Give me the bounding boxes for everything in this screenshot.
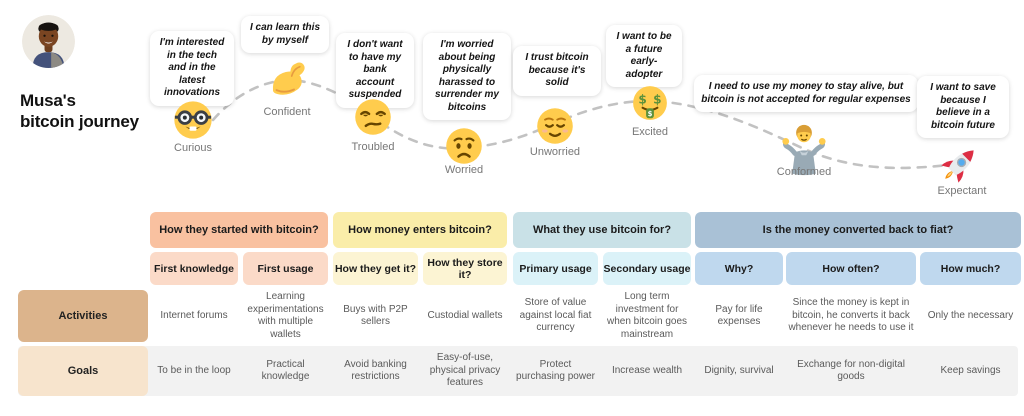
goals-cell: Protect purchasing power <box>516 358 595 383</box>
group-header-fiat: Is the money converted back to fiat? <box>695 212 1021 248</box>
emotion-label-conformed: Conformed <box>776 166 832 178</box>
column-header-secondary-usage: Secondary usage <box>603 252 691 285</box>
column-header-first-knowledge: First knowledge <box>150 252 238 285</box>
activities-cell: Buys with P2P sellers <box>343 303 408 328</box>
quote-bubble-conformed: I need to use my money to stay alive, bu… <box>694 75 918 112</box>
quote-bubble-troubled: I don't want to have my bank account sus… <box>336 33 414 108</box>
goals-cell: Keep savings <box>940 364 1001 376</box>
goals-row-background <box>18 346 1018 396</box>
row-label-goals: Goals <box>18 346 148 396</box>
goals-cell: Practical knowledge <box>261 358 310 383</box>
quote-bubble-curious: I'm interested in the tech and in the la… <box>150 31 234 106</box>
rocket-emoji <box>938 142 982 191</box>
column-header-how-much: How much? <box>920 252 1021 285</box>
svg-text:$: $ <box>648 110 653 118</box>
column-header-primary-usage: Primary usage <box>513 252 598 285</box>
quote-bubble-confident: I can learn this by myself <box>241 16 329 53</box>
svg-text:$: $ <box>653 93 661 107</box>
page-title-line1: Musa's <box>20 91 76 110</box>
relieved-face-emoji <box>535 106 575 151</box>
emotion-label-excited: Excited <box>631 126 669 138</box>
worried-face-emoji <box>444 126 484 171</box>
goals-cell: To be in the loop <box>157 364 231 376</box>
quote-bubble-worried: I'm worried about being physically haras… <box>423 33 511 120</box>
column-header-how-often: How often? <box>786 252 916 285</box>
emotion-label-unworried: Unworried <box>529 146 581 158</box>
page-title-line2: bitcoin journey <box>20 112 139 131</box>
row-label-activities: Activities <box>18 290 148 342</box>
flexed-biceps-emoji <box>266 58 308 105</box>
column-header-how-store: How they store it? <box>423 252 507 285</box>
emotion-label-confident: Confident <box>263 106 311 118</box>
group-header-enters: How money enters bitcoin? <box>333 212 507 248</box>
activities-cell: Learning experimentations with multiple … <box>247 291 324 340</box>
nerd-face-emoji <box>172 99 214 146</box>
quote-bubble-unworried: I trust bitcoin because it's solid <box>513 46 601 96</box>
activities-cell: Internet forums <box>160 309 228 321</box>
activities-cell: Only the necessary <box>927 309 1014 321</box>
activities-cell: Since the money is kept in bitcoin, he c… <box>788 297 914 334</box>
money-mouth-face-emoji: $ $ $ <box>631 84 669 127</box>
goals-cell: Dignity, survival <box>704 364 774 376</box>
column-header-why: Why? <box>695 252 783 285</box>
column-header-how-get: How they get it? <box>333 252 418 285</box>
quote-bubble-excited: I want to be a future early-adopter <box>606 25 682 87</box>
goals-cell: Easy-of-use, physical privacy features <box>429 352 501 389</box>
column-header-first-usage: First usage <box>243 252 328 285</box>
activities-cell: Pay for life expenses <box>715 303 763 328</box>
activities-cell: Custodial wallets <box>427 309 503 321</box>
emotion-label-troubled: Troubled <box>351 141 395 153</box>
unamused-face-emoji <box>353 97 393 142</box>
person-shrugging-emoji <box>781 122 827 181</box>
goals-cell: Avoid banking restrictions <box>344 358 407 383</box>
emotion-label-curious: Curious <box>174 142 212 154</box>
group-header-use: What they use bitcoin for? <box>513 212 691 248</box>
activities-cell: Long term investment for when bitcoin go… <box>606 291 688 340</box>
activities-cell: Store of value against local fiat curren… <box>519 297 592 334</box>
quote-bubble-expectant: I want to save because I believe in a bi… <box>917 76 1009 138</box>
avatar <box>22 15 75 68</box>
svg-text:$: $ <box>638 93 646 107</box>
goals-cell: Increase wealth <box>611 364 683 376</box>
emotion-label-expectant: Expectant <box>937 185 987 197</box>
page-title: Musa's bitcoin journey <box>20 90 139 132</box>
goals-cell: Exchange for non-digital goods <box>797 358 905 383</box>
emotion-label-worried: Worried <box>444 164 484 176</box>
group-header-started: How they started with bitcoin? <box>150 212 328 248</box>
